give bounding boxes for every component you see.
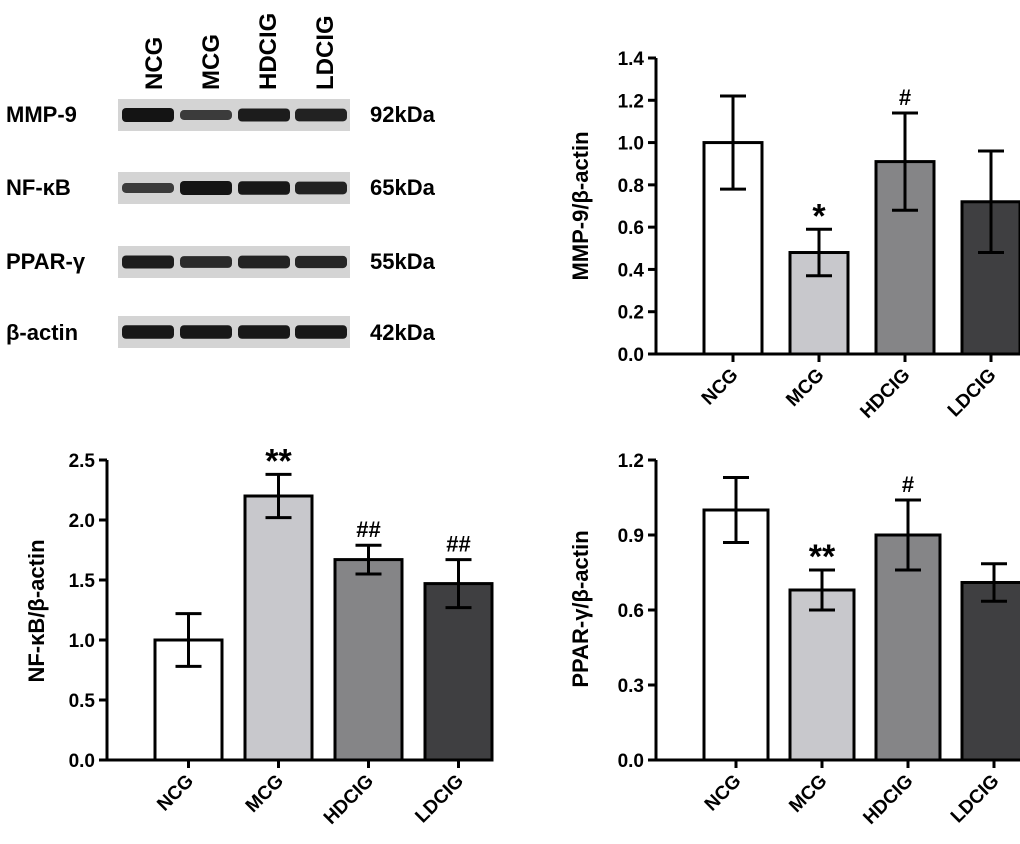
bar [788,588,856,762]
y-tick-label: 0.0 [618,345,644,366]
blot-band [122,183,174,193]
blot-band [238,181,290,195]
lane-label: MCG [198,34,225,90]
x-tick-label: MCG [242,771,288,817]
y-tick-label: 0.4 [618,260,645,281]
y-tick-label: 2.0 [69,511,95,532]
y-tick-label: 0.9 [618,526,644,547]
x-tick-label: MCG [785,771,831,817]
lane-label: LDCIG [312,15,339,90]
y-tick-label: 0.8 [618,176,644,197]
blot-band [295,325,347,339]
x-tick-label: HDCIG [320,771,378,829]
y-tick-label: 1.2 [618,91,644,112]
x-tick-label: NCG [698,365,743,410]
western-blot-panel: NCG MCG HDCIG LDCIG MMP-9 92kDa NF-κB 65… [6,13,436,348]
blot-band [122,325,174,339]
bar [423,582,494,762]
x-tick-label: HDCIG [856,365,914,423]
significance-label: ## [356,517,380,542]
lane-label: NCG [141,37,168,90]
protein-name: PPAR-γ [6,249,86,274]
x-tick-label: LDCIG [944,365,1001,422]
significance-label: * [812,197,826,235]
bar [243,494,314,762]
x-tick-label: HDCIG [859,771,917,829]
y-tick-label: 1.0 [69,631,95,652]
blot-band [122,108,174,122]
significance-label: ** [265,442,292,480]
x-tick-label: NCG [153,771,198,816]
bar [702,508,770,762]
y-tick-label: 0.2 [618,303,644,324]
lane-label: HDCIG [255,13,282,90]
y-tick-label: 0.5 [69,691,96,712]
blot-band [295,181,347,195]
blot-row: MMP-9 92kDa [6,99,436,131]
lane-labels: NCG MCG HDCIG LDCIG [141,13,339,90]
protein-name: MMP-9 [6,102,77,127]
bar [333,558,404,762]
protein-name: NF-κB [6,175,71,200]
blot-band [180,181,232,195]
significance-label: # [899,85,911,110]
blot-row: β-actin 42kDa [6,316,436,348]
blot-row: PPAR-γ 55kDa [6,246,436,278]
protein-kda: 65kDa [370,175,436,200]
x-tick-label: NCG [701,771,746,816]
x-tick-label: LDCIG [411,771,468,828]
y-tick-label: 0.6 [618,601,644,622]
y-tick-label: 0.0 [69,751,95,772]
y-tick-label: 1.4 [618,49,645,70]
y-tick-label: 1.2 [618,451,644,472]
protein-name: β-actin [6,320,78,345]
y-tick-label: 0.6 [618,218,644,239]
y-axis-label: NF-κB/β-actin [24,539,49,682]
blot-band [238,255,290,269]
chart-ppar-gamma: PPAR-γ/β-actin 0.0 0.3 0.6 0.9 1.2 NCG MCG ** HD… [568,451,1020,829]
blot-band [238,108,290,122]
significance-label: ## [446,532,470,557]
y-tick-label: 2.5 [69,451,96,472]
blot-band [238,325,290,339]
blot-band [122,255,174,269]
blot-row: NF-κB 65kDa [6,172,436,204]
protein-kda: 42kDa [370,320,436,345]
x-tick-label: MCG [782,365,828,411]
blot-band [295,255,347,269]
blot-band [295,108,347,122]
chart-nfkb: NF-κB/β-actin 0.0 0.5 1.0 1.5 2.0 2.5 NCG MCG **… [24,442,494,829]
y-axis-label: PPAR-γ/β-actin [568,530,593,687]
x-tick-label: LDCIG [947,771,1004,828]
y-tick-label: 0.3 [618,676,644,697]
blot-band [180,256,232,268]
significance-label: # [902,472,914,497]
chart-mmp9: MMP-9/β-actin 0.0 0.2 0.4 0.6 0.8 1.0 1.2 1.4 NC… [568,49,1020,423]
bar [960,581,1020,762]
protein-kda: 92kDa [370,102,436,127]
blot-band [180,325,232,339]
significance-label: ** [809,538,836,576]
protein-kda: 55kDa [370,249,436,274]
y-tick-label: 1.5 [69,571,96,592]
y-tick-label: 1.0 [618,134,644,155]
y-axis-label: MMP-9/β-actin [568,131,593,280]
blot-band [180,110,232,120]
y-tick-label: 0.0 [618,751,644,772]
